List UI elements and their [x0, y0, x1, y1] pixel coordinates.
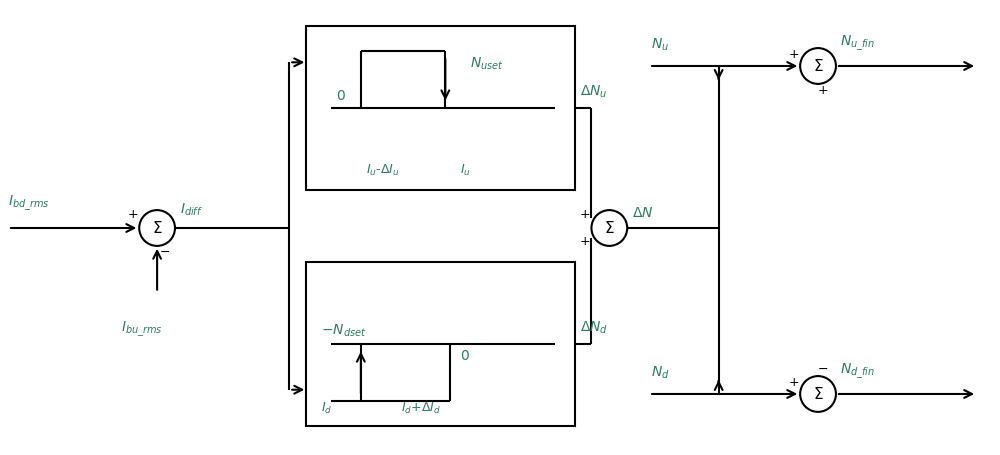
Text: +: +: [818, 84, 829, 97]
Text: $-N_{dset}$: $-N_{dset}$: [321, 323, 366, 339]
Text: $N_{u\_fin}$: $N_{u\_fin}$: [840, 34, 875, 53]
Text: $I_{diff}$: $I_{diff}$: [180, 202, 203, 218]
Text: −: −: [818, 363, 829, 376]
Text: $N_u$: $N_u$: [651, 37, 669, 53]
Text: $\Delta N$: $\Delta N$: [632, 206, 654, 220]
Text: $I_u$: $I_u$: [460, 163, 471, 178]
Text: $0$: $0$: [336, 89, 346, 103]
Text: $N_{d\_fin}$: $N_{d\_fin}$: [840, 362, 875, 381]
Text: $I_{bd\_rms}$: $I_{bd\_rms}$: [8, 194, 50, 213]
Text: $0$: $0$: [460, 349, 470, 363]
Text: $I_u$-$\Delta I_u$: $I_u$-$\Delta I_u$: [366, 163, 399, 178]
Text: $N_d$: $N_d$: [651, 364, 670, 381]
Text: $\Sigma$: $\Sigma$: [152, 220, 162, 236]
Bar: [306, 26, 575, 190]
Text: +: +: [789, 48, 799, 61]
Text: $I_{bu\_rms}$: $I_{bu\_rms}$: [121, 319, 163, 339]
Text: −: −: [160, 246, 171, 259]
Text: $I_d$+$\Delta I_d$: $I_d$+$\Delta I_d$: [401, 401, 441, 416]
Text: $I_d$: $I_d$: [321, 401, 332, 416]
Text: $\Sigma$: $\Sigma$: [604, 220, 615, 236]
Text: $\Delta N_u$: $\Delta N_u$: [580, 84, 607, 100]
Bar: [306, 262, 575, 426]
Text: +: +: [789, 376, 799, 389]
Text: +: +: [580, 208, 590, 221]
Text: $N_{uset}$: $N_{uset}$: [470, 56, 504, 72]
Text: $\Sigma$: $\Sigma$: [813, 386, 823, 402]
Text: +: +: [128, 208, 138, 221]
Text: +: +: [580, 235, 590, 248]
Text: $\Sigma$: $\Sigma$: [813, 58, 823, 74]
Text: $\Delta N_d$: $\Delta N_d$: [580, 319, 608, 336]
